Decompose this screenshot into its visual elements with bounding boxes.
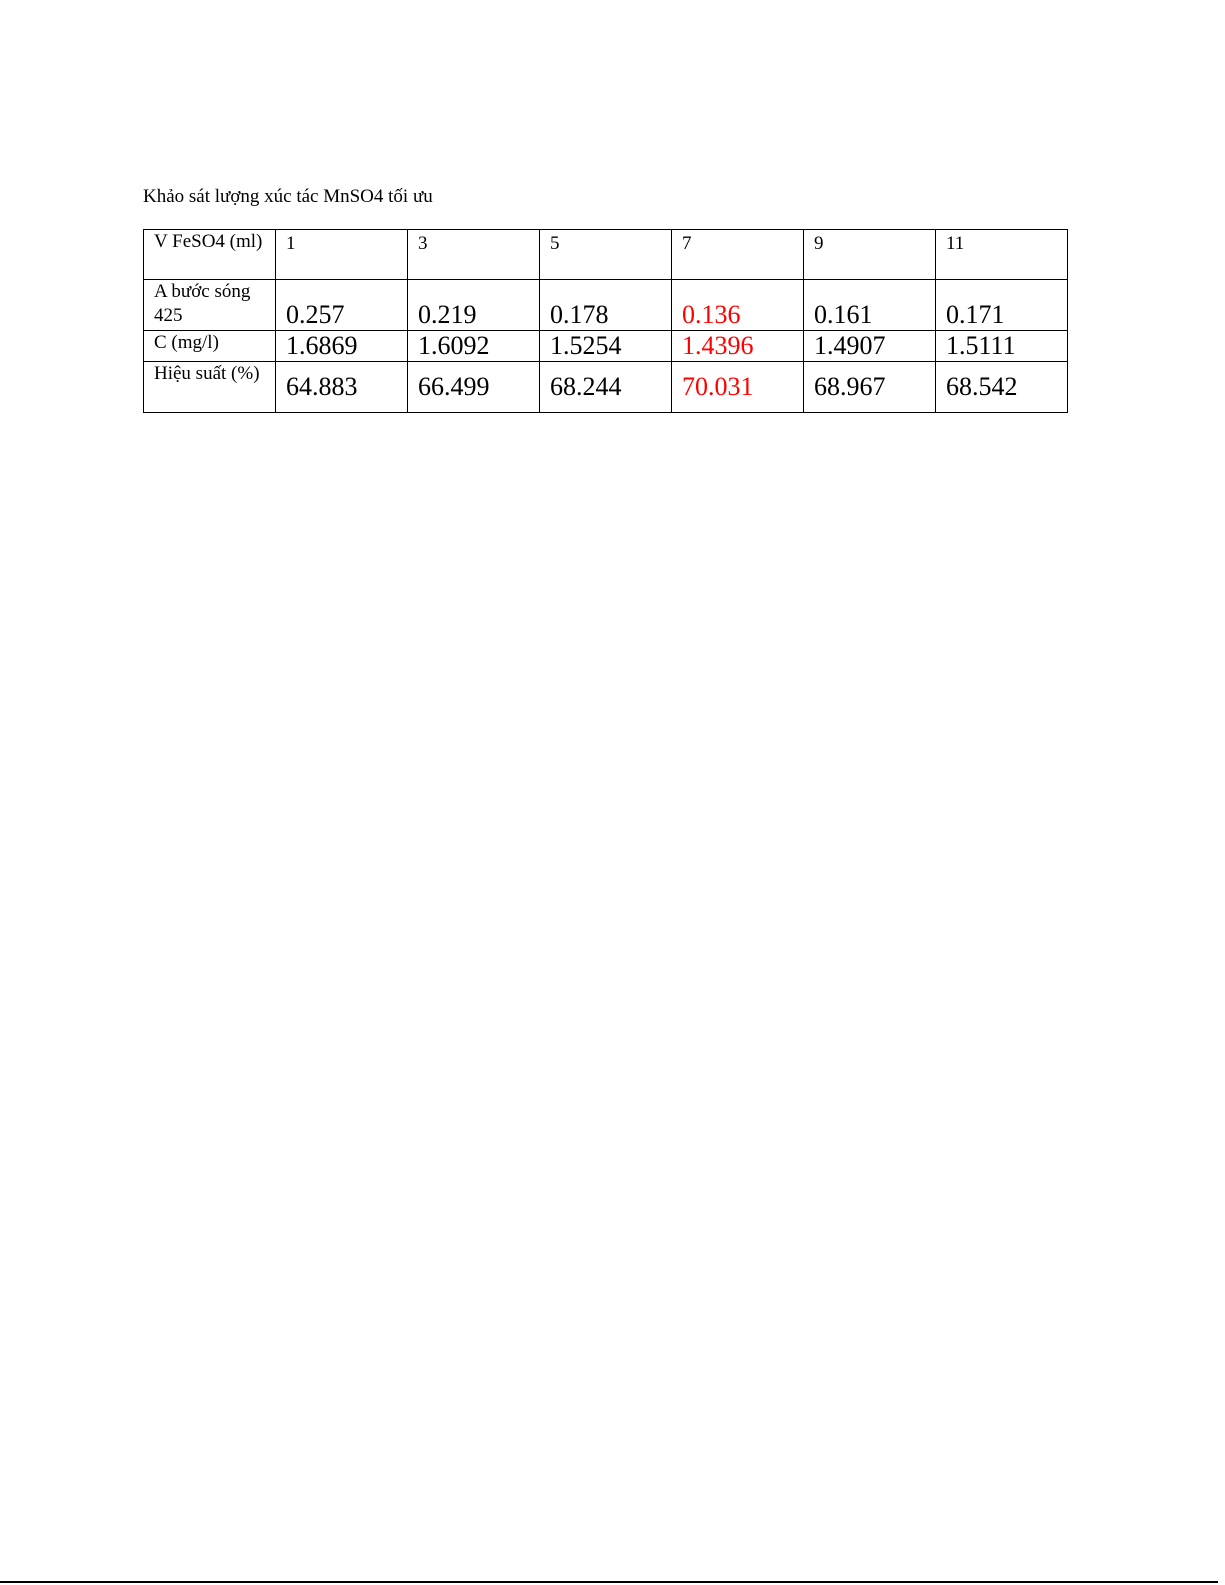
table-cell: 7 (671, 229, 804, 280)
table-cell: 68.244 (539, 361, 672, 413)
row-label: A bước sóng 425 (143, 279, 276, 331)
row-label: Hiệu suất (%) (143, 361, 276, 413)
table-cell: 5 (539, 229, 672, 280)
row-label: V FeSO4 (ml) (143, 229, 276, 280)
table-row: A bước sóng 425 0.257 0.219 0.178 0.136 … (143, 279, 1068, 331)
table-cell: 68.542 (935, 361, 1068, 413)
table-row: V FeSO4 (ml) 1 3 5 7 9 11 (143, 229, 1068, 280)
table-cell: 1.4907 (803, 330, 936, 362)
table-cell: 1.5254 (539, 330, 672, 362)
table-cell: 0.178 (539, 279, 672, 331)
table-cell: 66.499 (407, 361, 540, 413)
table-cell: 64.883 (275, 361, 408, 413)
table-cell: 0.171 (935, 279, 1068, 331)
highlighted-cell: 70.031 (671, 361, 804, 413)
page-bottom-border (0, 1581, 1218, 1583)
table-cell: 0.161 (803, 279, 936, 331)
highlighted-cell: 1.4396 (671, 330, 804, 362)
table-cell: 9 (803, 229, 936, 280)
table-cell: 1 (275, 229, 408, 280)
row-label: C (mg/l) (143, 330, 276, 362)
table-cell: 1.6869 (275, 330, 408, 362)
table-cell: 11 (935, 229, 1068, 280)
table-cell: 68.967 (803, 361, 936, 413)
data-table: V FeSO4 (ml) 1 3 5 7 9 11 A bước sóng 42… (143, 229, 1068, 413)
highlighted-cell: 0.136 (671, 279, 804, 331)
table-cell: 1.5111 (935, 330, 1068, 362)
table-cell: 3 (407, 229, 540, 280)
table-cell: 0.257 (275, 279, 408, 331)
table-row: Hiệu suất (%) 64.883 66.499 68.244 70.03… (143, 361, 1068, 413)
table-row: C (mg/l) 1.6869 1.6092 1.5254 1.4396 1.4… (143, 330, 1068, 362)
table-cell: 1.6092 (407, 330, 540, 362)
table-cell: 0.219 (407, 279, 540, 331)
section-title: Khảo sát lượng xúc tác MnSO4 tối ưu (143, 186, 433, 207)
